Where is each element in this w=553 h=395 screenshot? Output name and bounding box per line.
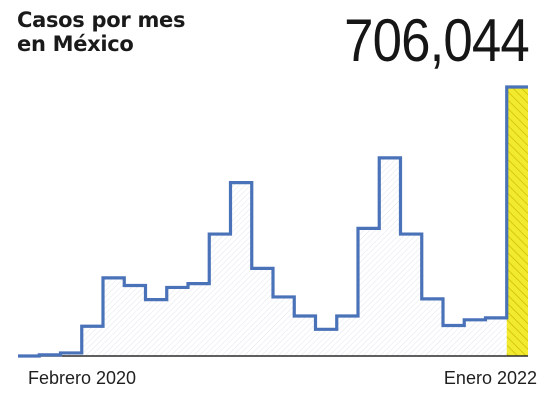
chart-area-fill	[18, 87, 528, 356]
x-axis-end-label: Enero 2022	[443, 368, 537, 388]
series-step-line	[18, 85, 528, 358]
chart-title-line1: Casos por mes	[17, 8, 186, 32]
chart-title-line2: en México	[17, 32, 134, 56]
highlight-bar-last-month	[506, 87, 528, 356]
x-axis-start-label: Febrero 2020	[28, 368, 137, 388]
highlight-value: 706,044	[344, 7, 530, 74]
chart-title: Casos por mes en México	[17, 8, 185, 56]
